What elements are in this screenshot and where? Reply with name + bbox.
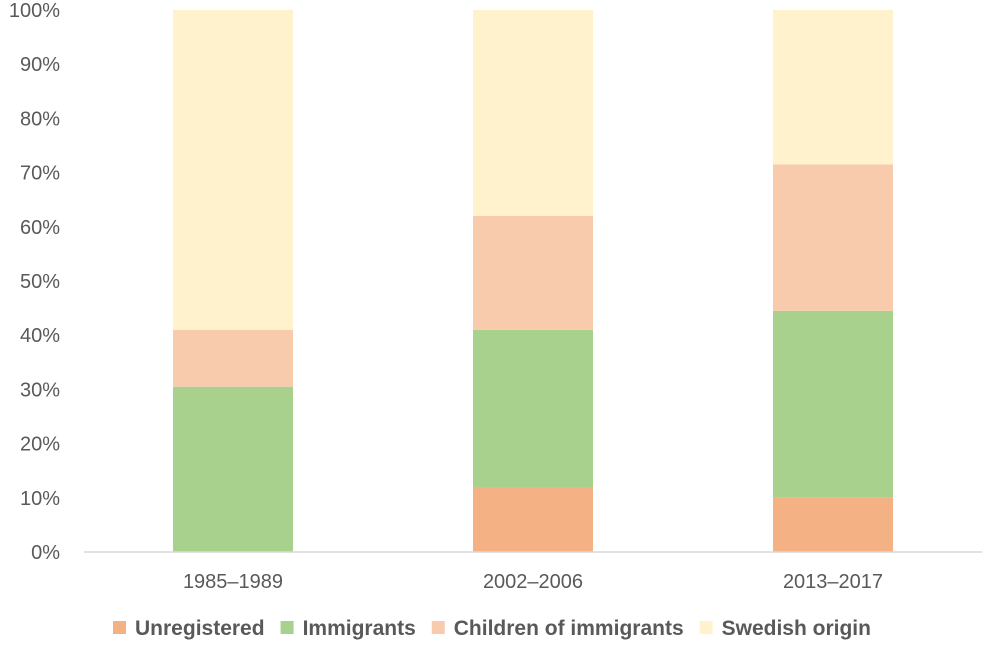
y-tick-label: 70% — [20, 163, 60, 185]
bar-segment-swedish-origin-1 — [473, 10, 593, 216]
y-tick-label: 100% — [9, 0, 60, 22]
bar-segment-children-of-immigrants-2 — [773, 164, 893, 311]
x-tick-label: 1985–1989 — [183, 571, 283, 593]
legend-item-unregistered: Unregistered — [113, 617, 265, 640]
legend-item-children-of-immigrants: Children of immigrants — [431, 617, 684, 640]
x-tick-label: 2002–2006 — [483, 571, 583, 593]
legend-swatch — [431, 621, 445, 634]
legend-label: Children of immigrants — [454, 617, 684, 640]
y-tick-label: 80% — [20, 108, 60, 130]
legend-label: Unregistered — [135, 617, 265, 640]
bars-layer — [173, 10, 893, 552]
bar-segment-immigrants-0 — [173, 386, 293, 552]
x-axis-ticks: 1985–1989 2002–2006 2013–2017 — [183, 571, 883, 593]
legend-item-swedish-origin: Swedish origin — [699, 617, 871, 640]
bar-segment-unregistered-1 — [473, 486, 593, 552]
legend-item-immigrants: Immigrants — [280, 617, 416, 640]
legend-swatch — [280, 621, 294, 634]
y-tick-label: 30% — [20, 379, 60, 401]
y-tick-label: 60% — [20, 217, 60, 239]
legend-swatch — [699, 621, 713, 634]
y-tick-label: 40% — [20, 325, 60, 347]
bar-segment-unregistered-2 — [773, 497, 893, 552]
y-tick-label: 0% — [31, 542, 60, 564]
y-tick-label: 90% — [20, 54, 60, 76]
bar-segment-children-of-immigrants-0 — [173, 329, 293, 387]
legend-label: Immigrants — [303, 617, 416, 640]
legend-swatch — [113, 621, 127, 634]
x-tick-label: 2013–2017 — [783, 571, 883, 593]
y-tick-label: 20% — [20, 434, 60, 456]
bar-segment-swedish-origin-2 — [773, 10, 893, 165]
bar-segment-children-of-immigrants-1 — [473, 215, 593, 330]
y-tick-label: 50% — [20, 271, 60, 293]
bar-segment-swedish-origin-0 — [173, 10, 293, 330]
legend: Unregistered Immigrants Children of immigr… — [113, 617, 871, 640]
y-tick-label: 10% — [20, 488, 60, 510]
legend-label: Swedish origin — [722, 617, 871, 640]
bar-segment-immigrants-1 — [473, 329, 593, 487]
bar-segment-immigrants-2 — [773, 310, 893, 498]
y-axis-ticks: 0% 10% 20% 30% 40% 50% 60% 70% 80% 90% 100% — [9, 0, 60, 564]
